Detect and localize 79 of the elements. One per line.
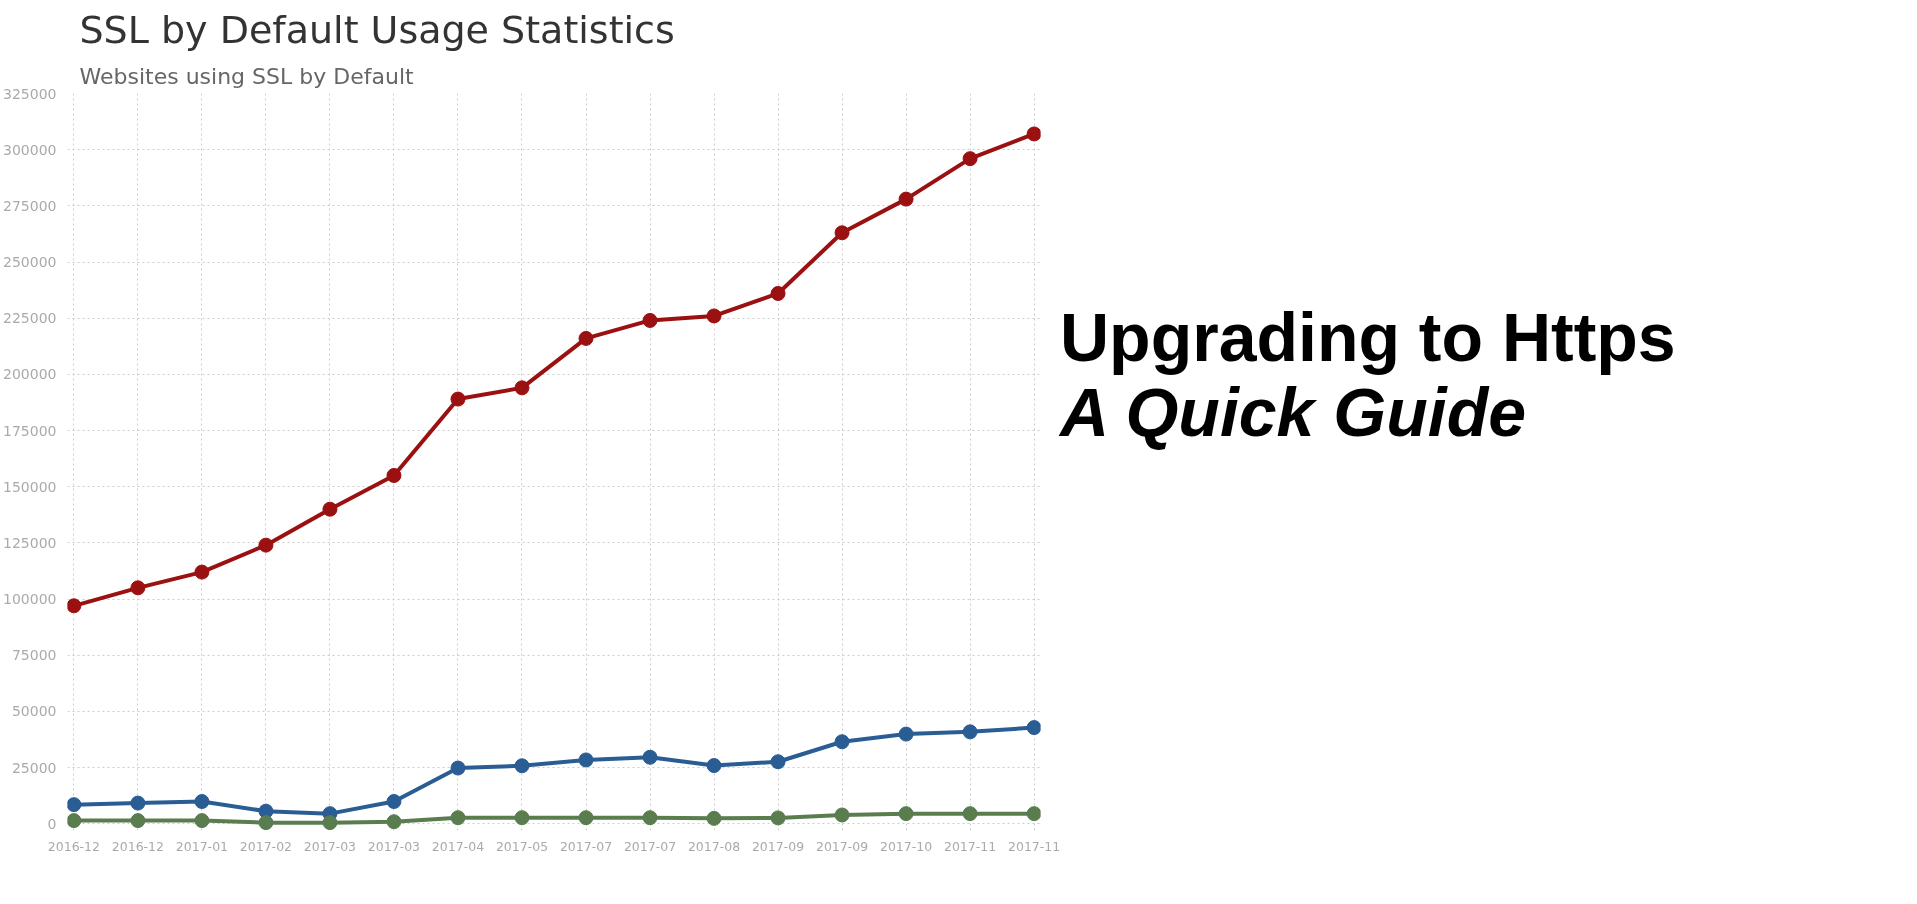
point <box>1026 126 1041 142</box>
point <box>450 810 466 826</box>
x-tick-label: 2017-07 <box>623 838 677 854</box>
point <box>258 537 274 553</box>
point <box>322 501 338 517</box>
point <box>194 794 210 809</box>
point <box>514 758 530 774</box>
point <box>770 285 786 301</box>
point <box>962 724 978 740</box>
point <box>962 151 978 167</box>
point <box>770 754 786 770</box>
point <box>1026 720 1041 736</box>
point <box>130 813 146 829</box>
point <box>450 760 466 776</box>
point <box>130 795 146 811</box>
y-tick-label: 0 <box>47 815 57 832</box>
point <box>706 810 722 826</box>
y-tick-label: 150000 <box>3 478 57 495</box>
point <box>67 813 82 829</box>
point <box>642 312 658 328</box>
point <box>962 806 978 822</box>
point <box>67 598 82 614</box>
point <box>578 810 594 826</box>
point <box>130 580 146 596</box>
y-tick-label: 250000 <box>3 254 57 271</box>
point <box>514 380 530 396</box>
x-tick-label: 2017-05 <box>495 838 549 854</box>
x-tick-label: 2016-12 <box>47 838 101 854</box>
point <box>834 225 850 241</box>
point <box>578 752 594 768</box>
point <box>322 815 338 831</box>
y-tick-label: 50000 <box>11 703 57 720</box>
point <box>834 807 850 823</box>
y-tick-label: 100000 <box>3 591 57 608</box>
point <box>770 810 786 826</box>
chart-subtitle: Websites using SSL by Default <box>79 63 414 89</box>
point <box>642 810 658 826</box>
point <box>642 749 658 765</box>
point <box>834 734 850 750</box>
y-tick-label: 225000 <box>3 310 57 327</box>
point <box>514 810 530 826</box>
point <box>386 794 402 809</box>
x-tick-label: 2017-04 <box>431 838 485 854</box>
x-tick-label: 2016-12 <box>111 838 165 854</box>
point <box>194 813 210 829</box>
y-tick-label: 275000 <box>3 197 57 214</box>
x-tick-label: 2017-11 <box>1007 838 1061 854</box>
y-tick-label: 300000 <box>3 141 57 158</box>
point <box>706 308 722 324</box>
point <box>898 191 914 207</box>
x-tick-label: 2017-11 <box>943 838 997 854</box>
point <box>578 330 594 346</box>
y-tick-label: 200000 <box>3 366 57 383</box>
point <box>1026 806 1041 822</box>
y-tick-label: 25000 <box>11 759 57 776</box>
point <box>194 564 210 580</box>
point <box>386 814 402 830</box>
x-tick-label: 2017-01 <box>175 838 229 854</box>
point <box>706 758 722 774</box>
x-tick-label: 2017-02 <box>239 838 293 854</box>
x-tick-label: 2017-09 <box>751 838 805 854</box>
x-tick-label: 2017-07 <box>559 838 613 854</box>
point <box>898 806 914 822</box>
x-tick-label: 2017-08 <box>687 838 741 854</box>
y-tick-label: 125000 <box>3 534 57 551</box>
point <box>258 815 274 831</box>
y-tick-label: 75000 <box>11 647 57 664</box>
point <box>67 797 82 813</box>
x-tick-label: 2017-03 <box>303 838 357 854</box>
point <box>898 726 914 742</box>
y-tick-label: 325000 <box>3 85 57 102</box>
x-tick-label: 2017-10 <box>879 838 933 854</box>
point <box>450 391 466 407</box>
x-tick-label: 2017-03 <box>367 838 421 854</box>
text: Upgrading to Https <box>1060 299 1676 375</box>
point <box>386 468 402 483</box>
x-tick-label: 2017-09 <box>815 838 869 854</box>
y-tick-label: 175000 <box>3 422 57 439</box>
chart-title: SSL by Default Usage Statistics <box>79 7 675 52</box>
